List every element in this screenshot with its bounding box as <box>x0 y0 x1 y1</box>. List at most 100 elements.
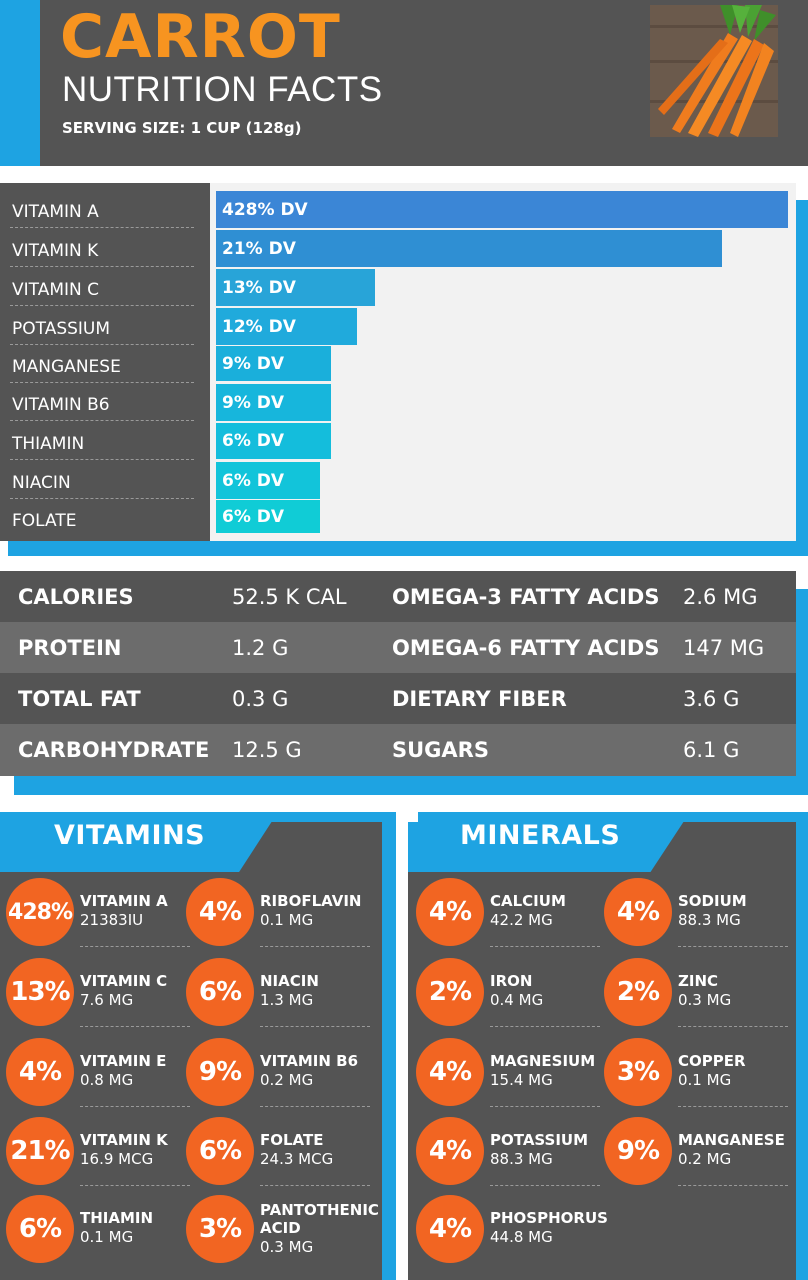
bar-5: 9% DV <box>216 384 331 421</box>
carrot-photo <box>650 5 778 137</box>
vitamins-title: VITAMINS <box>54 822 206 851</box>
bar-label-separator <box>10 305 194 306</box>
bar-8: 6% DV <box>216 500 320 533</box>
nutrient-name: FOLATE <box>260 1131 324 1149</box>
nutrient-name: THIAMIN <box>80 1209 154 1227</box>
bar-label-1: VITAMIN K <box>12 241 99 261</box>
nutrient-separator <box>490 946 600 947</box>
nutrient-name: VITAMIN C <box>80 972 168 990</box>
minerals-item: 4% SODIUM 88.3 MG <box>604 878 788 954</box>
page-title: CARROT <box>60 2 341 72</box>
nutrient-name: COPPER <box>678 1052 746 1070</box>
bar-label-5: VITAMIN B6 <box>12 395 110 415</box>
vitamins-item: 6% FOLATE 24.3 MCG <box>186 1117 370 1193</box>
serving-size: SERVING SIZE: 1 CUP (128g) <box>62 119 302 137</box>
percent-circle: 6% <box>186 1117 254 1185</box>
nutrient-separator <box>260 1106 370 1107</box>
macro-name: CALORIES <box>18 585 134 609</box>
bar-label-separator <box>10 266 194 267</box>
nutrient-amount: 0.3 MG <box>678 991 732 1009</box>
percent-circle: 4% <box>416 878 484 946</box>
vitamins-item: 4% VITAMIN E 0.8 MG <box>6 1038 190 1114</box>
minerals-title: MINERALS <box>460 822 621 851</box>
macro-value: 2.6 MG <box>683 585 758 609</box>
nutrient-name: VITAMIN E <box>80 1052 167 1070</box>
header: CARROT NUTRITION FACTS SERVING SIZE: 1 C… <box>40 0 808 166</box>
bar-3: 12% DV <box>216 308 357 345</box>
nutrient-name-line2: ACID <box>260 1219 301 1237</box>
macro-value: 52.5 K CAL <box>232 585 347 609</box>
nutrient-name: POTASSIUM <box>490 1131 589 1149</box>
nutrient-amount: 0.2 MG <box>678 1150 732 1168</box>
bar-value-label: 428% DV <box>222 199 308 220</box>
minerals-panel: MINERALS 4% CALCIUM 42.2 MG 4% SODIUM 88.3 MG… <box>408 822 796 1280</box>
nutrient-separator <box>80 1106 190 1107</box>
macro-value: 6.1 G <box>683 738 740 762</box>
nutrient-separator <box>80 946 190 947</box>
minerals-header <box>408 822 690 872</box>
bar-value-label: 21% DV <box>222 238 296 259</box>
nutrient-separator <box>260 1185 370 1186</box>
vitamins-item: 21% VITAMIN K 16.9 MCG <box>6 1117 190 1193</box>
percent-circle: 13% <box>6 958 74 1026</box>
nutrient-separator <box>678 1106 788 1107</box>
nutrient-amount: 0.3 MG <box>260 1238 314 1256</box>
bar-value-label: 9% DV <box>222 353 285 374</box>
vitamins-item: 13% VITAMIN C 7.6 MG <box>6 958 190 1034</box>
nutrient-name: PANTOTHENIC <box>260 1201 379 1219</box>
macro-value: 0.3 G <box>232 687 289 711</box>
macro-value: 3.6 G <box>683 687 740 711</box>
macro-name: OMEGA-6 FATTY ACIDS <box>392 636 660 660</box>
bar-4: 9% DV <box>216 346 331 381</box>
nutrient-name: PHOSPHORUS <box>490 1209 608 1227</box>
nutrient-separator <box>490 1185 600 1186</box>
percent-circle: 2% <box>604 958 672 1026</box>
nutrient-amount: 15.4 MG <box>490 1071 553 1089</box>
nutrient-amount: 88.3 MG <box>678 911 741 929</box>
nutrient-separator <box>678 1026 788 1027</box>
nutrient-separator <box>260 946 370 947</box>
nutrient-amount: 44.8 MG <box>490 1228 553 1246</box>
nutrient-amount: 24.3 MCG <box>260 1150 334 1168</box>
macro-row: CARBOHYDRATE 12.5 G SUGARS 6.1 G <box>0 724 796 776</box>
macro-row: TOTAL FAT 0.3 G DIETARY FIBER 3.6 G <box>0 673 796 725</box>
bar-label-separator <box>10 344 194 345</box>
bar-label-separator <box>10 498 194 499</box>
nutrient-amount: 0.1 MG <box>678 1071 732 1089</box>
percent-circle: 428% <box>6 878 74 946</box>
vitamins-panel: VITAMINS 428% VITAMIN A 21383IU 4% RIBOFLAVI… <box>0 822 382 1280</box>
nutrient-name: IRON <box>490 972 533 990</box>
macro-value: 147 MG <box>683 636 765 660</box>
nutrient-separator <box>80 1026 190 1027</box>
percent-circle: 3% <box>604 1038 672 1106</box>
minerals-item: 4% MAGNESIUM 15.4 MG <box>416 1038 600 1114</box>
nutrient-name: VITAMIN B6 <box>260 1052 359 1070</box>
dv-bar-chart: VITAMIN A VITAMIN K VITAMIN C POTASSIUM MANG… <box>0 183 796 541</box>
vitamins-item: 4% RIBOFLAVIN 0.1 MG <box>186 878 370 954</box>
bar-label-separator <box>10 227 194 228</box>
bar-7: 6% DV <box>216 462 320 499</box>
bar-label-separator <box>10 459 194 460</box>
bar-6: 6% DV <box>216 423 331 459</box>
macro-name: CARBOHYDRATE <box>18 738 210 762</box>
nutrient-amount: 21383IU <box>80 911 144 929</box>
bar-1: 21% DV <box>216 230 722 267</box>
bar-label-3: POTASSIUM <box>12 319 111 339</box>
bar-2: 13% DV <box>216 269 375 306</box>
vitamins-header <box>0 822 278 872</box>
bar-value-label: 6% DV <box>222 470 285 491</box>
nutrient-name: CALCIUM <box>490 892 566 910</box>
nutrient-amount: 0.4 MG <box>490 991 544 1009</box>
bar-chart-labels: VITAMIN A VITAMIN K VITAMIN C POTASSIUM MANG… <box>0 183 210 541</box>
percent-circle: 9% <box>186 1038 254 1106</box>
macro-value: 12.5 G <box>232 738 302 762</box>
nutrient-name: RIBOFLAVIN <box>260 892 362 910</box>
nutrient-name: NIACIN <box>260 972 319 990</box>
minerals-item: 3% COPPER 0.1 MG <box>604 1038 788 1114</box>
bar-value-label: 9% DV <box>222 392 285 413</box>
minerals-item: 9% MANGANESE 0.2 MG <box>604 1117 788 1193</box>
bar-value-label: 12% DV <box>222 316 296 337</box>
nutrient-separator <box>80 1185 190 1186</box>
bar-label-8: FOLATE <box>12 511 77 531</box>
percent-circle: 4% <box>416 1195 484 1263</box>
